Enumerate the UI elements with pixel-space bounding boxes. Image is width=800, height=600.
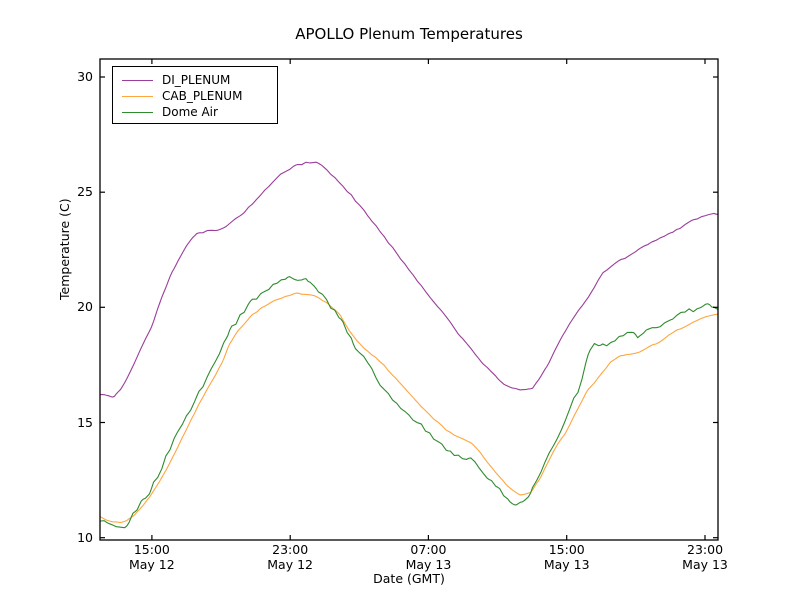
legend-label-di-plenum: DI_PLENUM [162,73,231,87]
legend-label-cab-plenum: CAB_PLENUM [162,89,243,103]
x-axis-label: Date (GMT) [373,571,445,586]
legend-entry-cab-plenum: CAB_PLENUM [113,88,277,104]
y-tick-label: 25 [77,184,93,200]
x-tick-label: 23:00 May 13 [682,542,728,572]
legend: DI_PLENUM CAB_PLENUM Dome Air [112,66,278,124]
y-tick-label: 15 [77,414,93,430]
legend-entry-di-plenum: DI_PLENUM [113,72,277,88]
x-tick-label: 07:00 May 13 [405,542,452,572]
x-tick-label: 15:00 May 13 [543,542,590,572]
axes-spines [99,58,719,541]
x-tick-label: 15:00 May 12 [128,542,175,572]
y-tick-label: 30 [77,68,93,84]
series-line-cab-plenum [99,292,719,524]
y-tick-label: 10 [77,529,93,545]
series-line-dome-air [99,276,719,529]
series-line-di-plenum [99,161,719,398]
legend-label-dome-air: Dome Air [162,105,218,119]
legend-entry-dome-air: Dome Air [113,104,277,120]
legend-line-swatch-dome-air [122,111,153,113]
x-tick-label: 23:00 May 12 [267,542,313,572]
legend-line-swatch-cab-plenum [122,95,153,97]
y-tick-label: 20 [77,299,93,315]
chart-title: APOLLO Plenum Temperatures [295,25,523,43]
legend-line-swatch-di-plenum [122,79,153,81]
